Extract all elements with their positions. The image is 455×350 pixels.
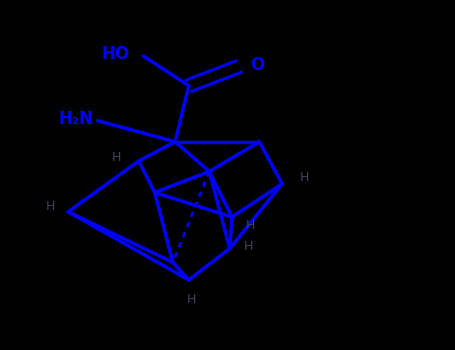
Text: H: H [112,151,121,164]
Text: H: H [46,200,55,213]
Text: H: H [187,293,196,306]
Text: O: O [250,56,264,74]
Text: H: H [243,240,253,253]
Text: H₂N: H₂N [58,110,93,128]
Text: H: H [246,219,255,232]
Text: HO: HO [101,45,130,63]
Text: H: H [299,171,308,184]
